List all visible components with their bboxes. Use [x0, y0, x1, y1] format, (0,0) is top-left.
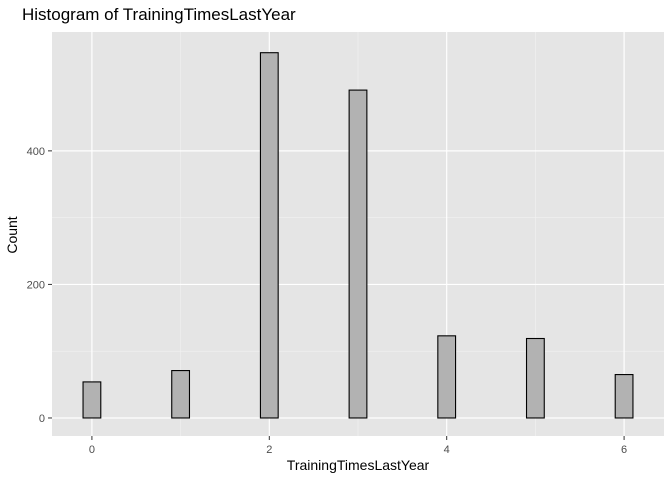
x-axis-title: TrainingTimesLastYear — [287, 457, 430, 473]
x-axis-tick-label: 2 — [266, 444, 272, 456]
y-axis-ticks: 0 200 400 — [27, 146, 52, 425]
histogram-bar — [348, 89, 368, 419]
x-axis-tick-label: 4 — [444, 444, 450, 456]
chart-title: Histogram of TrainingTimesLastYear — [22, 5, 296, 24]
histogram-bar — [437, 335, 457, 419]
histogram-bar — [259, 52, 279, 419]
histogram-bar — [525, 337, 545, 419]
histogram-bars — [82, 52, 634, 419]
x-axis-tick-label: 0 — [89, 444, 95, 456]
y-axis-tick-label: 200 — [27, 279, 45, 291]
histogram-bar — [614, 374, 634, 419]
y-axis-title: Count — [4, 216, 20, 253]
y-axis-tick-label: 400 — [27, 146, 45, 158]
y-axis-tick-label: 0 — [39, 413, 45, 425]
x-axis-tick-label: 6 — [621, 444, 627, 456]
x-axis-ticks: 0 2 4 6 — [89, 436, 627, 456]
histogram-bar — [171, 370, 191, 419]
histogram-bar — [82, 381, 102, 419]
